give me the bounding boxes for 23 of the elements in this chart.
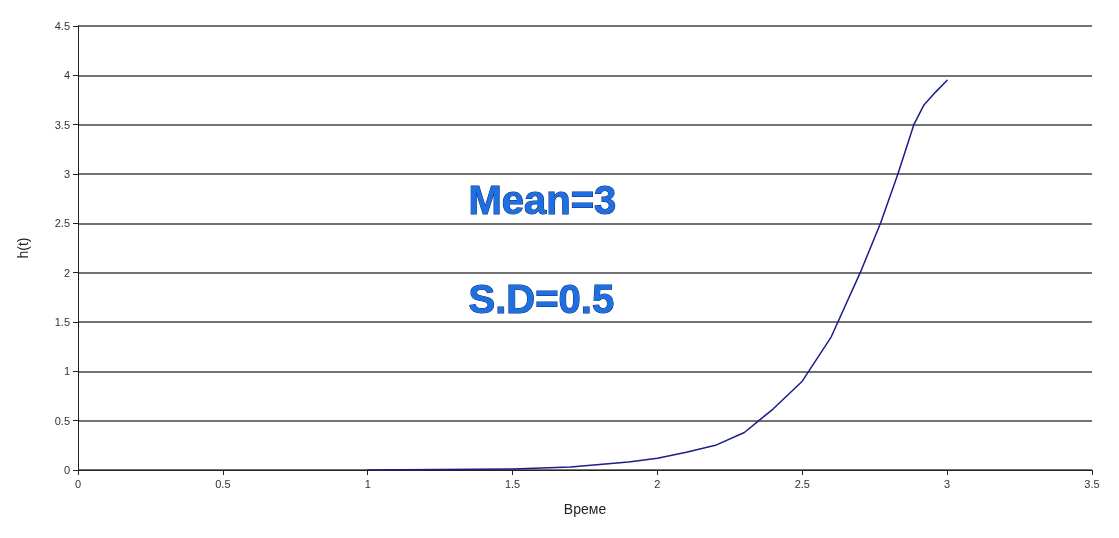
y-tick-label: 0.5 [54,414,70,427]
x-tick-label: 2 [654,477,661,490]
y-tick-label: 3.5 [54,118,70,131]
annotation: S.D=0.5 [468,276,615,321]
y-tick-label: 4 [63,69,70,82]
x-tick-label: 0.5 [215,477,231,490]
x-tick-label: 3 [944,477,951,490]
y-tick-label: 3 [63,168,70,180]
y-tick-label: 2.5 [54,217,70,230]
x-tick-label: 3.5 [1084,477,1100,490]
y-tick-label: 0 [63,464,70,476]
annotation: Mean=3 [468,177,617,222]
y-tick-label: 4.5 [54,20,70,32]
x-tick-label: 2.5 [794,477,810,490]
x-tick-label: 1 [364,477,371,490]
y-axis-title: h(t) [15,237,31,259]
line-series [366,79,948,471]
y-tick-label: 1 [63,365,70,378]
x-tick-label: 1.5 [504,477,521,490]
x-axis-title: Време [563,501,607,517]
y-tick-label: 1.5 [54,316,70,328]
y-tick-label: 2 [63,266,70,279]
x-tick-label: 0 [74,477,82,490]
